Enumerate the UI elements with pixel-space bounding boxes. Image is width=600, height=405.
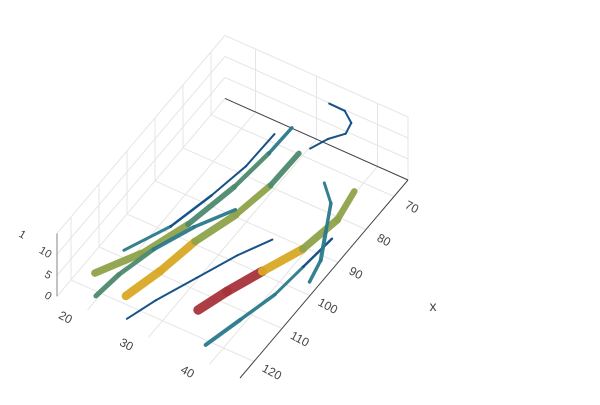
streamtube-segment xyxy=(93,272,122,299)
streamtube-segment xyxy=(334,188,358,223)
streamtube-segment xyxy=(257,244,308,276)
grid-line-z-wall-y xyxy=(56,77,226,276)
streamtube-segment xyxy=(307,258,323,284)
streamtube-segment xyxy=(116,247,156,277)
streamtube-segment xyxy=(326,132,347,141)
streamtube-segment xyxy=(169,194,213,228)
grid-line-z-wall-y xyxy=(56,98,226,297)
grid-line-z-wall-x xyxy=(224,55,409,139)
streamtube-segment xyxy=(232,151,272,190)
streamtube-3 xyxy=(193,188,358,315)
streamtube-segment xyxy=(299,215,342,253)
streamtube-segment xyxy=(273,265,305,297)
streamtube-segment xyxy=(154,276,198,302)
box-edge xyxy=(224,34,409,118)
streamtube-segment xyxy=(324,201,333,234)
streamtube-segment xyxy=(343,109,353,124)
x-tick-label: 70 xyxy=(403,198,422,217)
y-tick-label: 40 xyxy=(178,362,197,381)
streamtube-segment xyxy=(125,299,157,320)
grid-line-y-floor xyxy=(148,138,317,338)
y-tick-label: 30 xyxy=(117,335,136,354)
grid-line-z-wall-y xyxy=(56,56,226,255)
streamtube-segment xyxy=(193,286,232,315)
streamtube-0 xyxy=(91,126,294,277)
streamtube-segment xyxy=(91,249,146,277)
streamtube-segment xyxy=(236,238,274,257)
z-partial-tick-label: 1 xyxy=(17,228,28,241)
streamtube-segment xyxy=(232,182,274,219)
streamtube-segment xyxy=(122,224,173,252)
z-tick-label: 0 xyxy=(42,290,53,303)
x-axis-title: x xyxy=(430,298,437,314)
box-edge xyxy=(56,35,226,234)
streamtube-segment xyxy=(328,102,346,112)
streamtube-segment xyxy=(156,237,200,275)
streamtube-segment xyxy=(267,126,294,156)
streamtube-segment xyxy=(238,292,277,322)
streamtube-segment xyxy=(267,150,302,189)
streamtube-1 xyxy=(121,150,302,301)
y-tick-label: 20 xyxy=(56,308,75,327)
streamtube-segment xyxy=(151,225,197,252)
tube-layer xyxy=(91,102,358,347)
z-tick-label: 5 xyxy=(42,269,53,282)
z-tick-label: 10 xyxy=(37,244,54,261)
streamtube-segment xyxy=(192,207,238,229)
streamtube-segment xyxy=(245,133,276,168)
grid-line-z-wall-x xyxy=(224,76,409,160)
streamtube-segment xyxy=(138,221,192,257)
streamtube-4 xyxy=(203,237,334,347)
streamtube-2 xyxy=(93,207,238,299)
streamtube-segment xyxy=(210,165,247,197)
streamtube-8 xyxy=(309,102,353,150)
streamtube-6 xyxy=(307,181,333,284)
x-tick-label: 80 xyxy=(375,231,394,250)
streamtube-7 xyxy=(125,238,274,320)
streamtube-segment xyxy=(185,184,238,228)
streamtube-segment xyxy=(191,211,240,246)
streamtube-segment xyxy=(344,121,353,135)
y-axis-line xyxy=(224,97,409,181)
streamtube-segment xyxy=(302,237,334,268)
streamtube-segment xyxy=(195,254,239,279)
x-tick-label: 90 xyxy=(347,264,366,283)
streamtube-segment xyxy=(318,229,328,263)
streamtube-5 xyxy=(122,133,276,252)
streamtube-segment xyxy=(309,138,329,150)
x-tick-label: 120 xyxy=(260,361,285,383)
x-axis-line xyxy=(239,179,409,379)
streamtube-segment xyxy=(203,317,243,347)
streamtube-segment xyxy=(121,266,165,301)
x-tick-label: 110 xyxy=(288,328,312,349)
x-tick-label: 100 xyxy=(316,295,341,317)
streamtube-segment xyxy=(222,266,267,297)
streamtube-segment xyxy=(322,181,333,205)
